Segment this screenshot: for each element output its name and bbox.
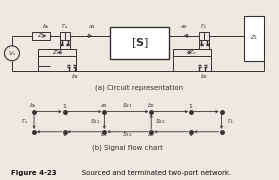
Text: $1$: $1$ <box>188 102 194 110</box>
Bar <box>244 16 264 61</box>
Bar <box>65 32 70 40</box>
Text: $S_{22}$: $S_{22}$ <box>155 117 166 126</box>
Text: $1$: $1$ <box>62 130 67 138</box>
Text: $Z_s$: $Z_s$ <box>37 31 45 40</box>
Bar <box>60 32 65 40</box>
Text: $a_2$: $a_2$ <box>180 23 188 31</box>
Text: $\Gamma_L$: $\Gamma_L$ <box>227 117 234 126</box>
Text: $a_1$: $a_1$ <box>100 103 109 111</box>
Text: $b_1$: $b_1$ <box>71 72 79 81</box>
Text: $Z_o$: $Z_o$ <box>188 48 197 57</box>
Bar <box>199 32 204 40</box>
Text: $V_s$: $V_s$ <box>8 49 16 58</box>
Text: $Z_L$: $Z_L$ <box>250 33 258 42</box>
Bar <box>110 27 169 59</box>
Text: $b_2$: $b_2$ <box>147 102 155 111</box>
Text: $S_{11}$: $S_{11}$ <box>90 117 101 126</box>
Bar <box>204 32 209 40</box>
Text: Figure 4-23: Figure 4-23 <box>11 170 57 176</box>
Bar <box>173 49 211 56</box>
Text: $\Gamma_L$: $\Gamma_L$ <box>200 22 208 31</box>
Text: $S_{21}$: $S_{21}$ <box>122 102 133 111</box>
Text: $1$: $1$ <box>188 130 194 138</box>
Text: $b_s$: $b_s$ <box>29 102 37 111</box>
Text: $Z_o$: $Z_o$ <box>52 48 61 57</box>
Text: $b_1$: $b_1$ <box>100 130 109 139</box>
Text: $b_s$: $b_s$ <box>42 22 50 31</box>
Text: $a_1$: $a_1$ <box>88 23 96 31</box>
Text: Sourced and terminated two-port network.: Sourced and terminated two-port network. <box>75 170 232 176</box>
Text: (b) Signal flow chart: (b) Signal flow chart <box>92 144 163 151</box>
Text: $b_2$: $b_2$ <box>200 72 208 81</box>
Text: $[\mathbf{S}]$: $[\mathbf{S}]$ <box>131 36 148 50</box>
Bar <box>38 49 76 56</box>
Text: $S_{12}$: $S_{12}$ <box>122 130 133 139</box>
Text: $\Gamma_s$: $\Gamma_s$ <box>61 22 69 31</box>
Text: $\Gamma_s$: $\Gamma_s$ <box>21 117 29 126</box>
Text: $1$: $1$ <box>62 102 67 110</box>
Text: $a_2$: $a_2$ <box>147 131 155 139</box>
Bar <box>32 32 50 40</box>
Text: (a) Circuit representation: (a) Circuit representation <box>95 85 184 91</box>
